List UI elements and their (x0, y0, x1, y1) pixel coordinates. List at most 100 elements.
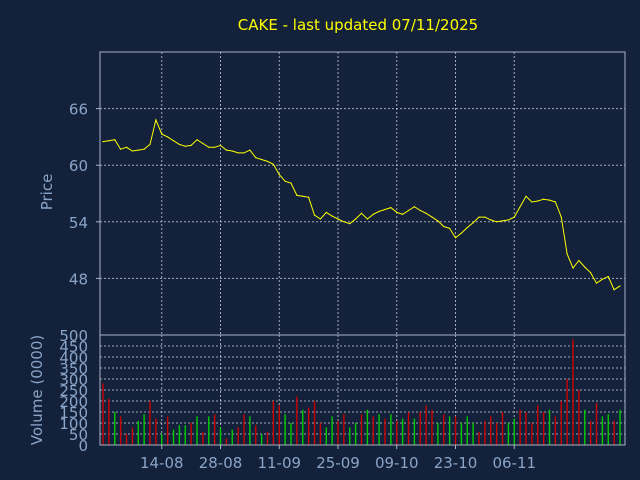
volume-tick-label: 450 (59, 338, 88, 356)
price-point (496, 221, 498, 223)
price-point (425, 212, 427, 214)
price-point (120, 148, 122, 150)
price-point (466, 226, 468, 229)
price-point (178, 143, 180, 146)
price-frame (99, 51, 626, 336)
price-point (407, 209, 410, 212)
price-point (196, 139, 198, 141)
price-point (560, 216, 562, 218)
price-point (214, 146, 216, 148)
price-point (454, 237, 457, 239)
price-point (525, 195, 527, 197)
price-point (149, 143, 151, 146)
x-tick-label: 09-10 (375, 454, 419, 472)
price-point (460, 232, 462, 234)
price-point (554, 201, 556, 203)
price-point (161, 133, 163, 135)
price-point (590, 272, 592, 274)
price-point (349, 223, 351, 225)
volume-tick-label: 400 (59, 349, 88, 367)
volume-tick-label: 50 (69, 426, 88, 444)
price-point (449, 227, 451, 230)
price-point (572, 267, 574, 269)
x-tick-label: 06-11 (492, 454, 536, 472)
price-point (472, 222, 474, 224)
chart-title: CAKE - last updated 07/11/2025 (238, 16, 478, 34)
price-point (537, 200, 539, 202)
price-point (437, 220, 439, 222)
price-point (225, 149, 227, 151)
price-point (131, 150, 133, 152)
price-tick-label: 66 (69, 101, 88, 119)
price-point (607, 275, 609, 278)
price-point (108, 140, 110, 142)
price-point (202, 142, 204, 145)
price-tick-label: 48 (69, 270, 88, 288)
price-point (478, 216, 480, 218)
volume-tick-label: 500 (59, 327, 88, 345)
price-axis-label: Price (38, 174, 56, 211)
x-tick-label: 23-10 (434, 454, 478, 472)
price-point (355, 218, 357, 220)
price-point (443, 225, 445, 228)
price-point (613, 289, 615, 291)
price-point (114, 139, 116, 141)
price-point (325, 211, 327, 213)
price-point (237, 152, 239, 154)
price-point (302, 195, 304, 197)
price-point (219, 144, 222, 146)
volume-tick-label: 0 (78, 437, 88, 455)
price-point (337, 218, 339, 220)
price-point (360, 212, 363, 214)
price-point (619, 285, 621, 287)
price-point (578, 259, 580, 262)
price-point (566, 253, 568, 255)
price-point (313, 214, 316, 216)
x-axis: 14-08 28-08 11-09 25-09 09-10 23-10 06-11 (140, 445, 536, 472)
price-point (543, 198, 545, 200)
price-point (507, 219, 509, 221)
price-point (319, 218, 321, 220)
price-point (296, 194, 298, 196)
price-point (143, 148, 145, 150)
x-tick-label: 14-08 (140, 454, 184, 472)
price-point (584, 266, 586, 268)
price-point (231, 150, 233, 152)
volume-tick-label: 300 (59, 371, 88, 389)
price-point (513, 216, 515, 218)
volume-tick-label: 200 (59, 393, 88, 411)
price-point (366, 218, 368, 220)
volume-tick-label: 150 (59, 404, 88, 422)
price-point (396, 211, 398, 213)
price-point (390, 207, 392, 209)
volume-axis-label: Volume (0000) (28, 335, 46, 445)
x-tick-label: 11-09 (257, 454, 301, 472)
price-point (548, 199, 551, 201)
price-point (255, 157, 257, 159)
price-point (402, 213, 404, 215)
price-point (343, 221, 345, 223)
volume-tick-label: 100 (59, 415, 88, 433)
volume-tick-label: 250 (59, 382, 88, 400)
price-point (137, 149, 139, 151)
price-point (484, 216, 486, 218)
price-point (249, 149, 251, 151)
price-point (490, 219, 492, 221)
price-point (372, 213, 374, 215)
price-series-line (102, 118, 621, 291)
price-point (272, 163, 274, 165)
price-point (601, 278, 603, 280)
price-point (413, 206, 415, 208)
price-point (167, 136, 169, 138)
volume-frame (99, 334, 626, 446)
price-point (290, 182, 292, 184)
x-tick-label: 25-09 (316, 454, 360, 472)
price-point (190, 144, 192, 146)
price-point (378, 210, 380, 213)
price-point (172, 140, 175, 142)
price-point (266, 160, 269, 163)
x-tick-label: 28-08 (199, 454, 243, 472)
